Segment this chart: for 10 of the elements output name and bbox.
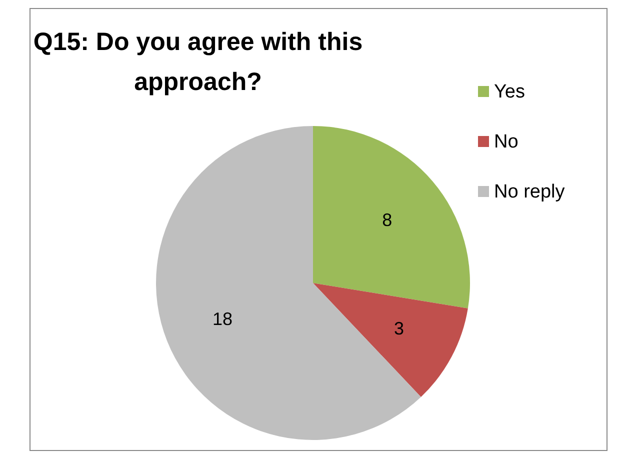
pie-slice: [313, 126, 470, 308]
legend-label: Yes: [494, 82, 525, 102]
legend-label: No reply: [494, 182, 566, 202]
pie-slice: [156, 126, 421, 440]
data-label: 8: [382, 210, 392, 230]
data-label: 3: [394, 318, 404, 339]
legend-label: No: [494, 132, 518, 152]
data-label: 18: [212, 309, 233, 330]
pie-slice: [313, 283, 468, 397]
chart-title: Q15: Do you agree with this approach?: [33, 28, 363, 96]
